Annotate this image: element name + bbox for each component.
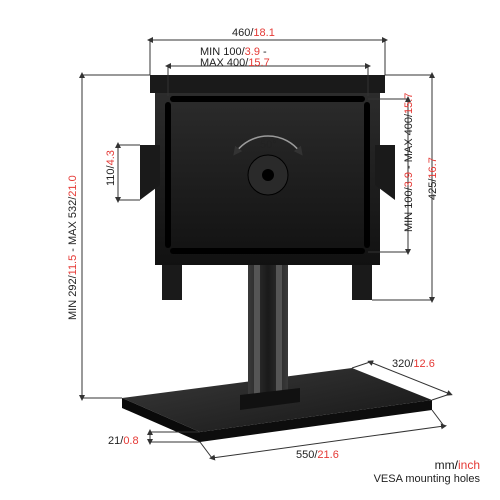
svg-text:425/16.7: 425/16.7 (427, 157, 439, 200)
legend-mm: mm (435, 458, 455, 472)
svg-text:320/12.6: 320/12.6 (392, 358, 435, 370)
svg-text:21/0.8: 21/0.8 (108, 435, 139, 447)
legend-inch: inch (458, 458, 480, 472)
legend: mm/inch VESA mounting holes (374, 458, 480, 486)
swivel-label: 50° (260, 139, 277, 151)
svg-text:MIN 100/3.9 - MAX 400/15.7: MIN 100/3.9 - MAX 400/15.7 (403, 93, 415, 232)
svg-text:550/21.6: 550/21.6 (296, 449, 339, 461)
dim-adjust-height: MIN 292/11.5 - MAX 532/21.0 (67, 75, 150, 398)
svg-text:MIN 292/11.5 - MAX 532/21.0: MIN 292/11.5 - MAX 532/21.0 (67, 175, 79, 320)
product: 50° (122, 75, 432, 442)
diagram-canvas: 50° 460/18.1 MIN 100/3.9 - MAX 400/15.7 … (0, 0, 500, 500)
dim-tab-height: 110/4.3 (105, 145, 140, 200)
svg-text:MAX 400/15.7: MAX 400/15.7 (200, 57, 270, 69)
svg-text:110/4.3: 110/4.3 (105, 150, 117, 186)
legend-sub: VESA mounting holes (374, 473, 480, 486)
svg-text:460/18.1: 460/18.1 (232, 27, 275, 39)
